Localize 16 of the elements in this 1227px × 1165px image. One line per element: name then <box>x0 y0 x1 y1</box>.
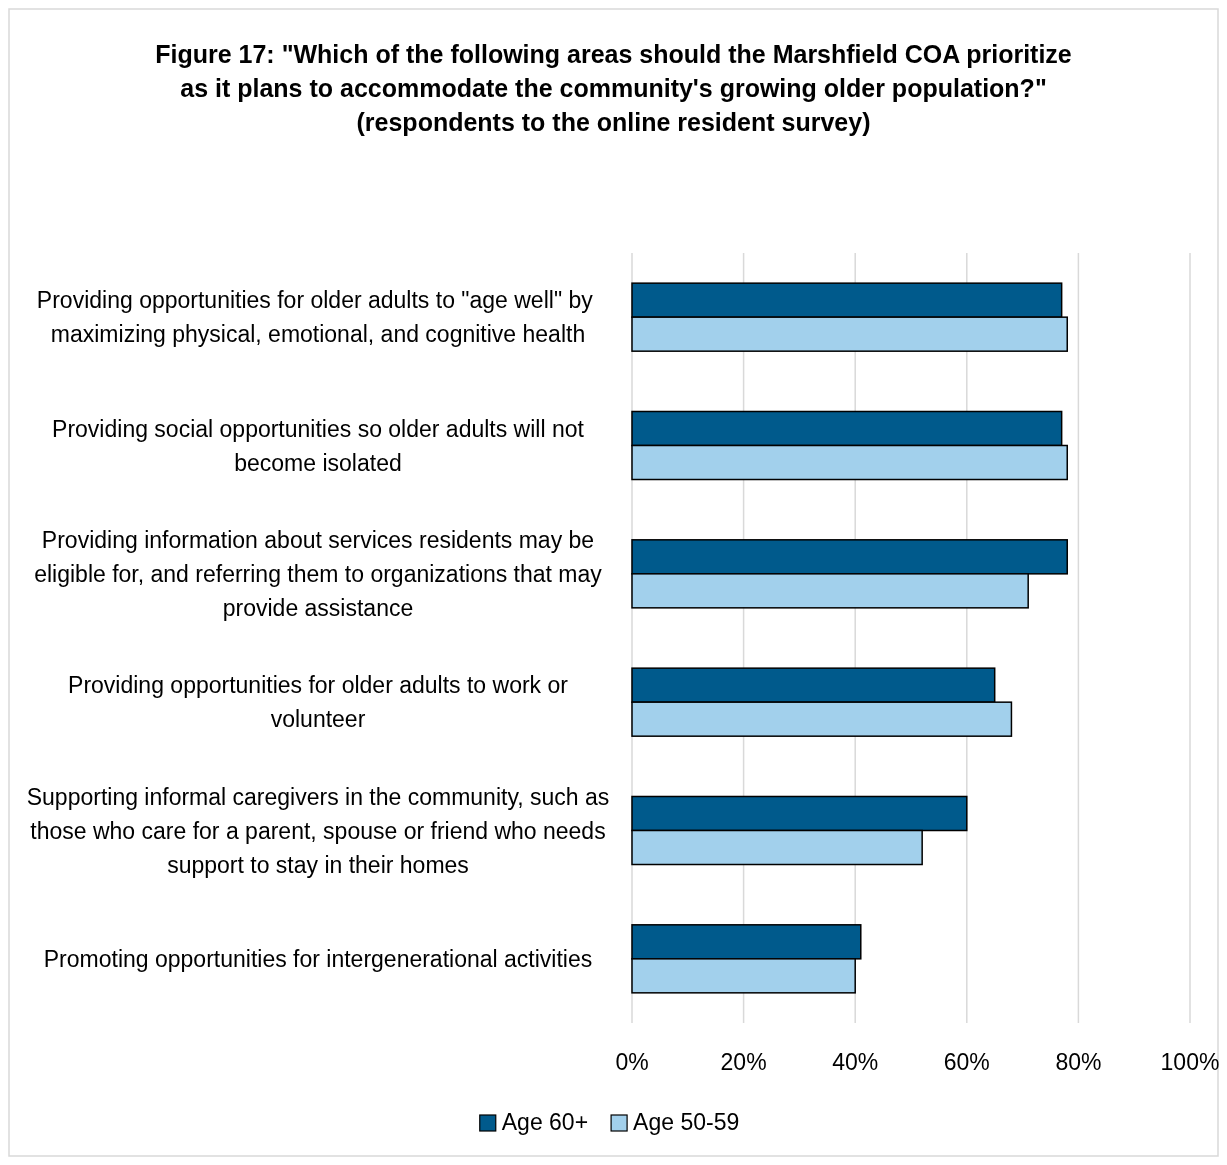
y-tick-label: Providing opportunities for older adults to "age well" by maximizing physical, emotional, and cognitive health <box>36 287 600 348</box>
legend-label: Age 50-59 <box>633 1109 740 1135</box>
legend-label: Age 60+ <box>501 1109 589 1135</box>
y-tick-label: Providing information about services residents may be eligible for, and referring them to organizations that may provide assistance <box>34 526 603 621</box>
y-tick-label: Providing opportunities for older adults to work or volunteer <box>68 672 569 733</box>
y-tick-label: Supporting informal caregivers in the community, such as those who care for a parent, spouse or friend who needs support to stay in their homes <box>26 783 610 878</box>
y-tick-label: Providing social opportunities so older adults will not become isolated <box>52 415 585 476</box>
y-tick-label: Promoting opportunities for intergenerational activities <box>43 945 593 972</box>
x-tick-label: 40% <box>832 1049 879 1075</box>
chart-title: Figure 17: "Which of the following areas should the Marshfield COA prioritize as it plans to accommodate the community's growing older population?" <box>155 40 1072 102</box>
x-tick-label: 20% <box>720 1049 767 1075</box>
x-tick-label: 80% <box>1055 1049 1102 1075</box>
x-tick-label: 60% <box>943 1049 990 1075</box>
chart-subtitle: (respondents to the online resident survey) <box>356 108 871 136</box>
x-tick-label: 100% <box>1160 1049 1220 1075</box>
x-tick-label: 0% <box>615 1049 649 1075</box>
